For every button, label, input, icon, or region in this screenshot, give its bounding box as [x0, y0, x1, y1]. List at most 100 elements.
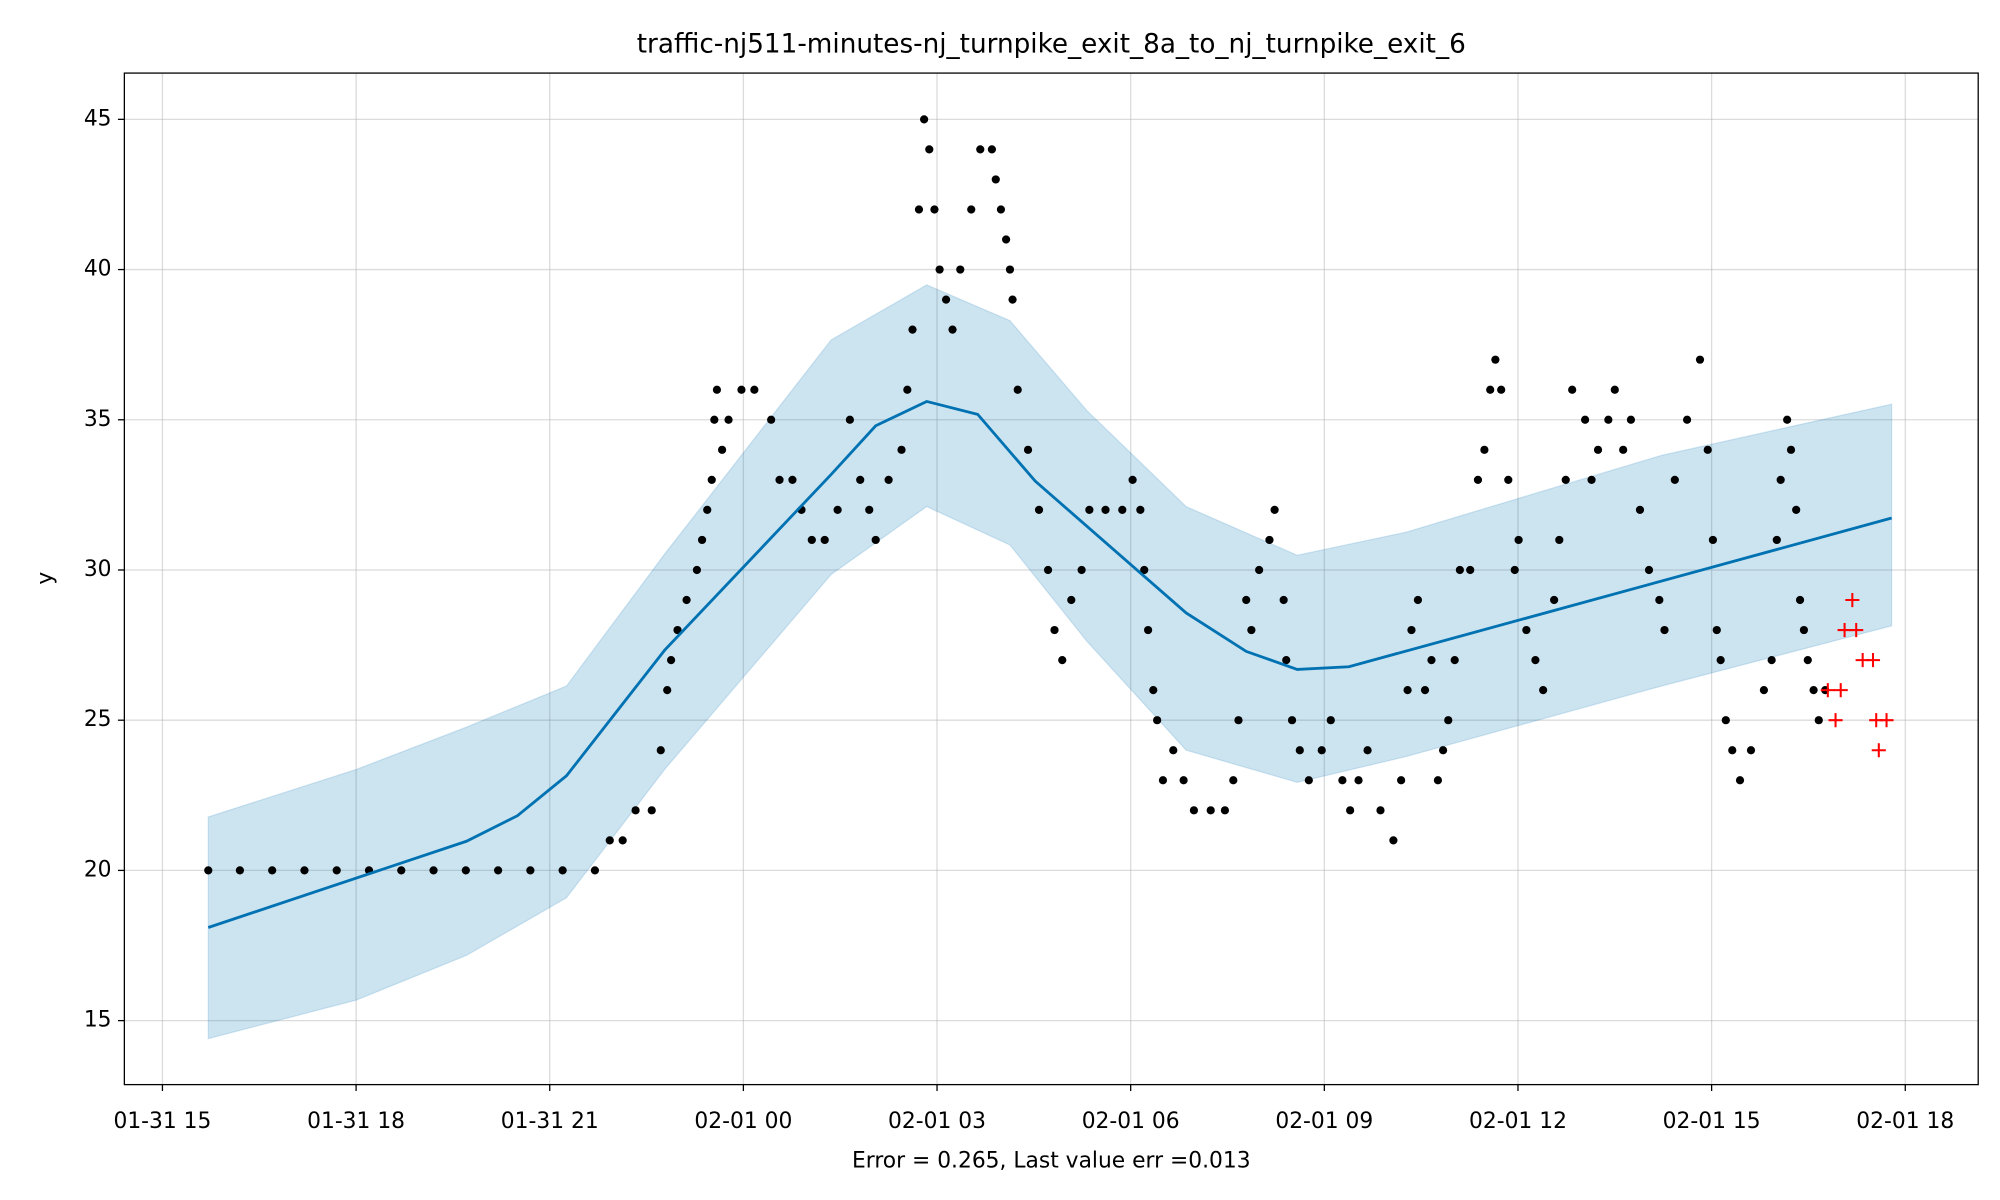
observed-point [1118, 505, 1127, 515]
observed-point [1721, 716, 1730, 725]
observed-point [1783, 415, 1792, 424]
observed-point [1067, 595, 1076, 605]
observed-point [1282, 656, 1291, 665]
observed-point [1023, 445, 1033, 454]
observed-point [558, 866, 567, 875]
observed-point [1354, 776, 1363, 785]
observed-point [930, 205, 939, 214]
observed-point [1716, 656, 1725, 665]
observed-point [1397, 776, 1406, 785]
observed-point [1450, 656, 1459, 665]
observed-point [737, 385, 746, 394]
observed-point [920, 115, 929, 124]
observed-point [1473, 475, 1483, 484]
observed-point [1058, 656, 1067, 665]
observed-point [1799, 625, 1809, 635]
observed-point [1531, 656, 1540, 665]
observed-point [1338, 776, 1347, 785]
observed-point [461, 866, 470, 875]
observed-point [1220, 806, 1230, 815]
observed-point [1158, 776, 1168, 785]
observed-point [1660, 625, 1669, 635]
observed-point [1034, 505, 1044, 515]
observed-point [1803, 656, 1812, 665]
observed-point [1101, 505, 1110, 515]
observed-point [1179, 776, 1188, 785]
observed-point [1635, 505, 1645, 515]
observed-point [914, 205, 924, 214]
future-point [1865, 653, 1881, 668]
observed-point [1287, 716, 1297, 725]
observed-point [1085, 505, 1094, 515]
observed-point [1568, 385, 1577, 394]
observed-point [1555, 535, 1564, 545]
observed-point [935, 265, 944, 274]
x-tick-label: 01-31 18 [307, 1109, 405, 1134]
y-axis-label: y [33, 572, 58, 585]
y-tick-label: 40 [84, 257, 112, 282]
observed-point [526, 866, 535, 875]
observed-point [1792, 505, 1801, 515]
observed-point [1759, 686, 1769, 695]
observed-point [707, 475, 716, 484]
plot-area: 01-31 15 01-31 18 01-31 21 02-01 00 02-01 03… [84, 72, 1979, 1134]
observed-point [856, 475, 865, 484]
observed-point [1413, 595, 1423, 605]
observed-point [1776, 475, 1785, 484]
observed-point [1587, 475, 1596, 484]
observed-point [1144, 625, 1153, 635]
observed-point [666, 656, 676, 665]
observed-point [673, 625, 682, 635]
observed-point [1149, 686, 1158, 695]
observed-point [767, 415, 776, 424]
future-point [1833, 683, 1848, 698]
observed-point [1043, 565, 1053, 575]
observed-point [1809, 686, 1818, 695]
observed-point [1403, 686, 1412, 695]
x-tick-label: 02-01 03 [888, 1109, 986, 1134]
observed-point [788, 475, 797, 484]
observed-point [1735, 776, 1745, 785]
observed-point [750, 385, 759, 394]
observed-point [703, 505, 712, 515]
observed-point [300, 866, 309, 875]
observed-point [1604, 415, 1613, 424]
observed-point [1128, 475, 1137, 484]
observed-point [1786, 445, 1796, 454]
observed-point [908, 325, 917, 334]
observed-point [1539, 686, 1548, 695]
observed-point [775, 475, 784, 484]
observed-point [871, 535, 880, 545]
observed-point [1229, 776, 1238, 785]
observed-point [1013, 385, 1022, 394]
observed-point [1438, 746, 1448, 755]
observed-point [1682, 415, 1692, 424]
observed-point [697, 535, 707, 545]
y-tick-label: 35 [84, 407, 112, 432]
observed-point [397, 866, 406, 875]
observed-point [1001, 235, 1011, 244]
observed-point [656, 746, 665, 755]
observed-point [1510, 565, 1519, 575]
observed-point [948, 325, 957, 334]
observed-point [1486, 385, 1495, 394]
observed-point [1295, 746, 1304, 755]
observed-point [820, 535, 829, 545]
observed-point [1695, 355, 1705, 364]
x-tick-label: 02-01 12 [1469, 1109, 1567, 1134]
x-tick-label: 02-01 09 [1275, 1109, 1373, 1134]
observed-point [1389, 836, 1398, 845]
axes-frame [123, 72, 1979, 1086]
observed-point [967, 205, 976, 214]
observed-point [1670, 475, 1679, 484]
observed-point [663, 686, 672, 695]
y-tick-label: 25 [84, 707, 112, 732]
observed-point [1077, 565, 1086, 575]
x-tick-label: 02-01 06 [1082, 1109, 1180, 1134]
observed-point [1407, 625, 1416, 635]
future-point [1871, 743, 1886, 758]
observed-point [991, 175, 1000, 184]
